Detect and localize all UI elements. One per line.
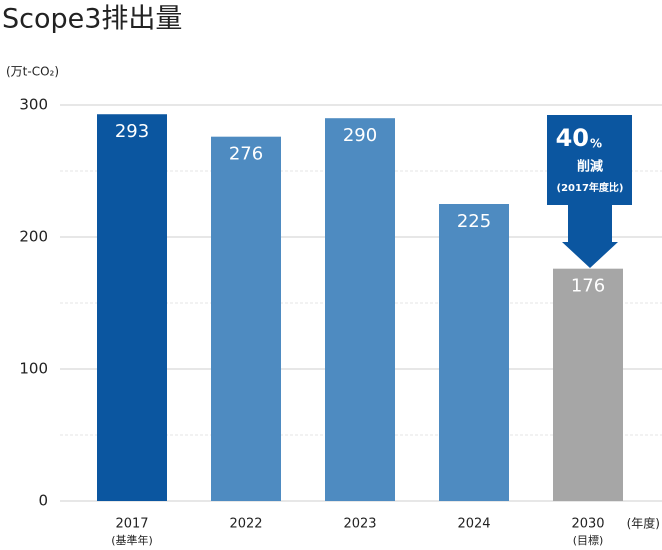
x-tick-label: 2030 (571, 517, 604, 532)
bar (439, 204, 509, 501)
y-tick-label: 300 (19, 96, 48, 114)
y-tick-label: 100 (19, 360, 48, 378)
data-label: 293 (115, 121, 149, 142)
bar (553, 268, 623, 501)
data-label: 225 (457, 211, 491, 232)
x-tick-label: 2023 (343, 517, 376, 532)
bar (325, 118, 395, 501)
x-tick-note: (目標) (573, 533, 604, 547)
bar (97, 114, 167, 502)
annotation-text: 削減 (577, 159, 603, 175)
annotation-unit: % (590, 137, 602, 151)
data-label: 176 (571, 276, 605, 297)
data-label: 290 (343, 125, 377, 146)
chart-title: Scope3排出量 (2, 4, 182, 35)
y-tick-label: 200 (19, 228, 48, 246)
bar (211, 136, 281, 501)
x-tick-label: 2024 (457, 517, 490, 532)
annotation-note: (2017年度比) (557, 181, 624, 194)
y-unit-label: (万t-CO₂) (6, 65, 59, 79)
annotation-number: 40 (556, 124, 589, 152)
y-tick-label: 0 (38, 492, 48, 510)
x-unit-label: (年度) (627, 516, 660, 531)
data-label: 276 (229, 144, 263, 165)
x-tick-note: (基準年) (111, 533, 153, 547)
x-tick-label: 2022 (229, 517, 262, 532)
reduction-arrow (547, 115, 632, 268)
x-tick-label: 2017 (115, 517, 148, 532)
